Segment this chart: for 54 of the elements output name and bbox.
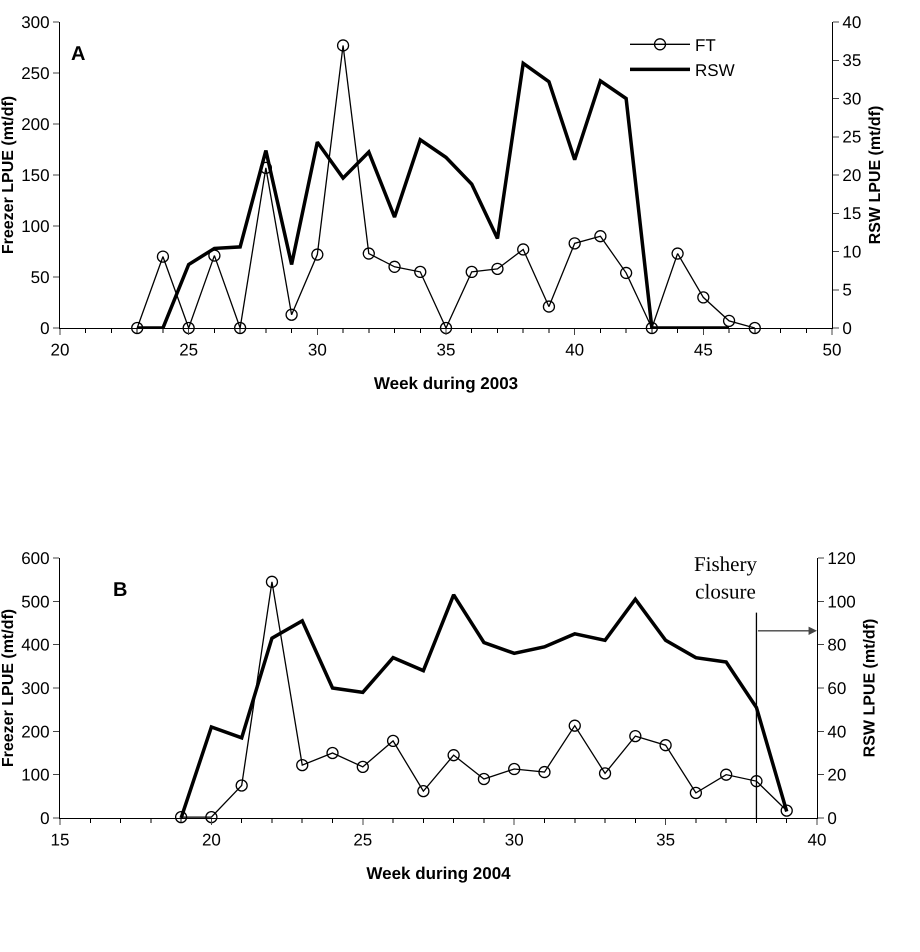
y2-tick-label: 15 xyxy=(842,204,862,224)
y2-tick-label: 30 xyxy=(842,89,862,108)
y2-tick-label: 40 xyxy=(827,722,846,742)
y-tick-label: 500 xyxy=(21,592,50,612)
x-tick-label: 35 xyxy=(436,340,456,360)
y2-tick-label: 100 xyxy=(827,592,856,612)
x-tick-label: 30 xyxy=(504,830,524,850)
y-tick-label: 0 xyxy=(40,318,50,338)
y-tick-label: 400 xyxy=(21,636,50,655)
y2-tick-label: 80 xyxy=(827,636,846,655)
y2-axis-title: RSW LPUE (mt/df) xyxy=(867,106,884,244)
legend-label: FT xyxy=(695,36,716,55)
x-tick-label: 40 xyxy=(808,830,826,850)
x-tick-label: 45 xyxy=(694,340,713,360)
y-tick-label: 50 xyxy=(30,268,50,287)
y-tick-label: 100 xyxy=(21,766,50,785)
y2-tick-label: 20 xyxy=(842,166,862,185)
legend-label: RSW xyxy=(695,61,735,80)
y-tick-label: 250 xyxy=(21,64,50,83)
x-tick-label: 20 xyxy=(202,830,221,850)
y-tick-label: 600 xyxy=(21,548,50,568)
y-tick-label: 300 xyxy=(21,678,50,698)
y2-tick-label: 40 xyxy=(842,12,862,32)
y2-tick-label: 10 xyxy=(842,242,862,262)
y-tick-label: 300 xyxy=(21,12,50,32)
x-axis-title: Week during 2004 xyxy=(366,864,512,883)
annotation: B xyxy=(113,579,128,601)
y2-tick-label: 20 xyxy=(827,766,846,785)
x-tick-label: 50 xyxy=(822,340,842,360)
y2-tick-label: 5 xyxy=(842,280,852,300)
x-tick-label: 20 xyxy=(50,340,70,360)
ref-line-label: Fishery closure xyxy=(694,552,758,604)
x-tick-label: 40 xyxy=(565,340,584,360)
y-tick-label: 150 xyxy=(21,166,50,185)
x-tick-label: 15 xyxy=(50,830,70,850)
x-tick-label: 25 xyxy=(353,830,372,850)
y2-tick-label: 0 xyxy=(842,318,852,338)
y-tick-label: 0 xyxy=(40,808,50,828)
y2-axis-title: RSW LPUE (mt/df) xyxy=(861,618,878,758)
y2-tick-label: 35 xyxy=(842,51,862,70)
x-tick-label: 30 xyxy=(308,340,327,360)
x-tick-label: 35 xyxy=(656,830,676,850)
y-tick-label: 100 xyxy=(21,216,50,236)
x-tick-label: 25 xyxy=(179,340,198,360)
y2-tick-label: 120 xyxy=(827,548,856,568)
y2-tick-label: 60 xyxy=(827,678,846,698)
annotation: A xyxy=(71,43,86,65)
y-axis-title: Freezer LPUE (mt/df) xyxy=(0,96,17,254)
y-tick-label: 200 xyxy=(21,114,50,134)
y-tick-label: 200 xyxy=(21,722,50,742)
y2-tick-label: 0 xyxy=(827,808,837,828)
y-axis-title: Freezer LPUE (mt/df) xyxy=(0,608,17,768)
y2-tick-label: 25 xyxy=(842,128,862,147)
x-axis-title: Week during 2003 xyxy=(374,374,518,393)
